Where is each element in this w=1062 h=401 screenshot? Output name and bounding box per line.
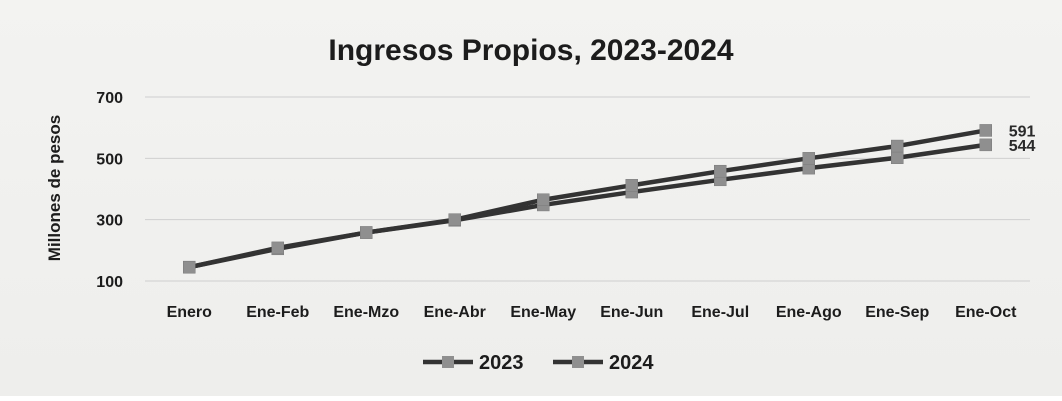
x-tick-label: Ene-Jul bbox=[691, 304, 749, 321]
series-group bbox=[187, 128, 988, 270]
y-axis-ticks: 100 300 500 700 bbox=[96, 90, 123, 291]
legend-label-2023: 2023 bbox=[479, 352, 524, 374]
marker-2024-5 bbox=[625, 179, 638, 192]
y-tick-label: 500 bbox=[96, 151, 123, 168]
legend: 2023 2024 bbox=[423, 352, 654, 374]
x-tick-label: Ene-Ago bbox=[776, 304, 842, 321]
marker-2024-1 bbox=[271, 241, 284, 255]
marker-2023-8 bbox=[891, 151, 904, 164]
legend-label-2024: 2024 bbox=[609, 352, 654, 374]
x-tick-label: Ene-Jun bbox=[600, 304, 663, 321]
series-line-2024 bbox=[187, 128, 988, 270]
x-tick-label: Ene-Oct bbox=[955, 304, 1017, 321]
grid-lines bbox=[145, 96, 1030, 282]
marker-2024-3 bbox=[448, 213, 461, 226]
x-axis-ticks: Enero Ene-Feb Ene-Mzo Ene-Abr Ene-May Ene-Jun… bbox=[167, 304, 1018, 321]
marker-2024-8 bbox=[891, 139, 904, 153]
y-tick-label: 700 bbox=[96, 90, 123, 107]
x-tick-label: Ene-Abr bbox=[424, 304, 486, 321]
x-tick-label: Enero bbox=[167, 304, 213, 321]
marker-2024-7 bbox=[802, 152, 815, 165]
marker-2024-4 bbox=[537, 193, 550, 206]
y-tick-label: 100 bbox=[96, 274, 123, 291]
x-tick-label: Ene-Mzo bbox=[333, 304, 399, 321]
marker-2023-9 bbox=[979, 138, 992, 152]
legend-marker-2024 bbox=[572, 356, 584, 368]
x-tick-label: Ene-Feb bbox=[246, 304, 309, 321]
marker-group bbox=[183, 124, 992, 274]
data-label-2023: 544 bbox=[1009, 138, 1036, 155]
marker-2024-9 bbox=[979, 124, 992, 137]
x-tick-label: Ene-May bbox=[510, 304, 576, 321]
series-line-2023 bbox=[187, 142, 988, 270]
legend-marker-2023 bbox=[442, 356, 454, 368]
data-label-2024: 591 bbox=[1009, 123, 1036, 140]
y-axis-label: Millones de pesos bbox=[45, 115, 64, 261]
chart-title: Ingresos Propios, 2023-2024 bbox=[328, 34, 734, 67]
x-tick-label: Ene-Sep bbox=[865, 304, 929, 321]
y-tick-label: 300 bbox=[96, 213, 123, 230]
marker-2024-2 bbox=[360, 226, 373, 239]
marker-2024-6 bbox=[714, 164, 727, 178]
marker-2024-0 bbox=[183, 260, 196, 274]
